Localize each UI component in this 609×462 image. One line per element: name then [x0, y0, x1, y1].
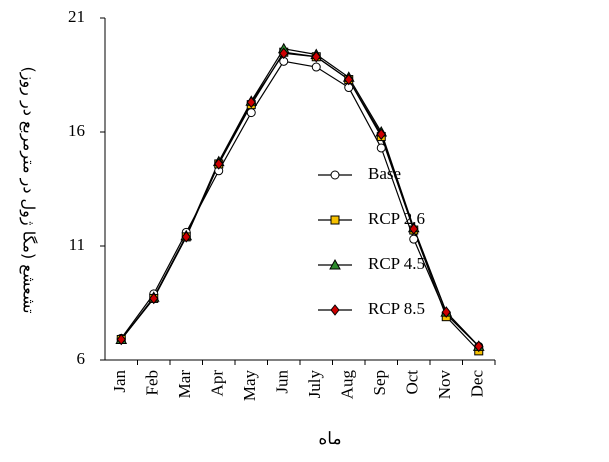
x-tick-label: July [305, 370, 324, 399]
marker [409, 223, 419, 235]
marker [116, 333, 126, 346]
legend-label: RCP 8.5 [368, 299, 425, 318]
legend-label: Base [368, 164, 401, 183]
y-tick-label: 21 [68, 7, 85, 26]
x-tick-label: Apr [208, 370, 227, 397]
marker [376, 128, 386, 141]
marker [181, 231, 191, 243]
series-line [120, 52, 480, 347]
x-tick-label: Dec [468, 370, 487, 398]
y-tick-label: 16 [68, 121, 85, 140]
legend-marker [330, 304, 340, 316]
series-line [120, 51, 480, 352]
y-tick-label: 6 [77, 349, 86, 368]
marker [311, 62, 321, 72]
marker [246, 108, 256, 118]
marker [246, 96, 256, 109]
marker [279, 47, 289, 60]
x-tick-label: Aug [338, 370, 357, 400]
marker [149, 292, 159, 305]
marker [441, 306, 451, 318]
x-axis-title: ماه [318, 429, 341, 448]
x-tick-label: Mar [175, 370, 194, 399]
x-tick-label: Nov [435, 370, 454, 400]
marker [311, 50, 321, 63]
x-tick-label: Sep [370, 370, 389, 396]
legend-label: RCP 2.6 [368, 209, 425, 228]
marker [409, 234, 419, 244]
marker [344, 73, 354, 86]
legend-marker [330, 215, 340, 225]
legend-marker [330, 170, 340, 180]
y-axis-title: تشعشع (مگا ژول در مترمربع در روز) [19, 66, 39, 313]
marker [474, 340, 484, 353]
x-tick-label: Oct [403, 370, 422, 395]
y-tick-label: 11 [69, 235, 85, 254]
x-tick-label: Jan [110, 370, 129, 393]
legend-label: RCP 4.5 [368, 254, 425, 273]
x-tick-label: Feb [143, 370, 162, 396]
marker [214, 158, 224, 170]
legend-marker [329, 258, 341, 270]
x-tick-label: Jun [273, 370, 292, 394]
series-line [120, 60, 480, 347]
x-tick-label: May [240, 370, 259, 402]
marker [376, 143, 386, 153]
series-line [120, 48, 480, 347]
